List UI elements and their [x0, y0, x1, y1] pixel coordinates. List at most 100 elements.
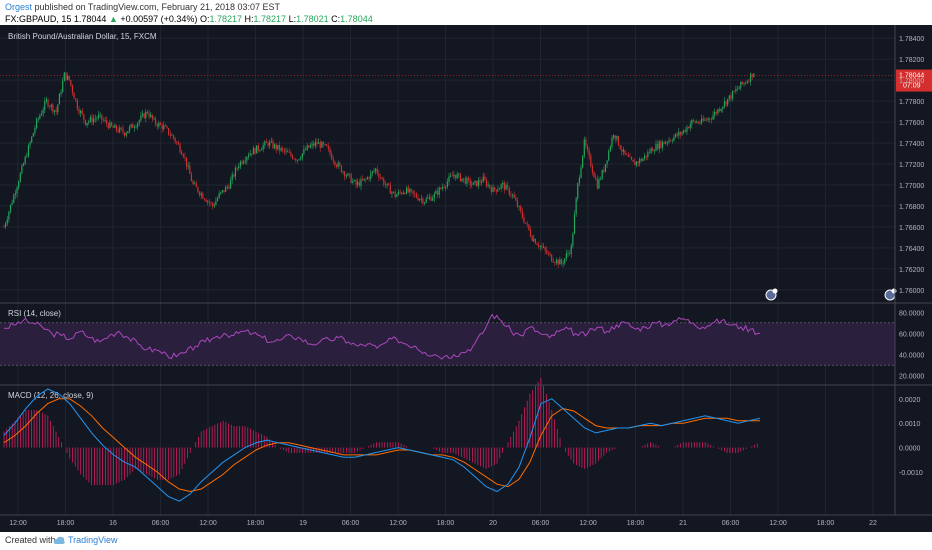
candle-body — [151, 114, 153, 119]
macd-pane[interactable]: MACD (12, 26, close, 9) — [3, 377, 761, 502]
candle-body — [221, 190, 224, 193]
candle-body — [415, 194, 417, 198]
candle-body — [352, 180, 354, 183]
candle-body — [265, 141, 268, 143]
candle-body — [640, 158, 642, 162]
candle-body — [238, 166, 240, 169]
candle-body — [3, 226, 5, 228]
candle-body — [621, 149, 623, 152]
candle-body — [84, 119, 87, 126]
candle-body — [466, 177, 468, 184]
candle-body — [154, 118, 157, 125]
price-tick-label: 1.77400 — [899, 141, 924, 148]
candle-body — [200, 193, 202, 196]
candle-body — [507, 184, 509, 188]
candle-body — [583, 139, 585, 156]
candle-body — [106, 120, 108, 124]
x-tick-label: 18:00 — [247, 520, 265, 527]
candle-body — [36, 118, 38, 128]
candle-body — [500, 184, 502, 189]
candle-body — [6, 219, 8, 224]
chart-area[interactable]: British Pound/Australian Dollar, 15, FXC… — [0, 25, 932, 535]
up-arrow-icon: ▲ — [108, 14, 118, 24]
price-pane[interactable]: British Pound/Australian Dollar, 15, FXC… — [0, 32, 932, 301]
candle-body — [63, 72, 65, 82]
candle-body — [709, 118, 711, 120]
candle-body — [239, 161, 241, 167]
candle-body — [306, 145, 308, 151]
last-price-tag-value: 1.78044 — [899, 73, 924, 80]
candle-body — [657, 143, 659, 150]
candle-body — [316, 142, 318, 144]
candle-body — [407, 187, 409, 193]
candle-body — [68, 75, 70, 81]
candle-body — [327, 146, 329, 149]
candle-body — [309, 145, 312, 148]
candle-body — [552, 261, 554, 263]
candle-body — [39, 115, 41, 119]
candle-body — [440, 187, 442, 189]
candle-body — [257, 145, 259, 151]
candle-body — [730, 95, 732, 99]
candle-body — [573, 214, 576, 234]
candle-body — [518, 206, 520, 208]
candle-body — [249, 153, 251, 156]
candle-body — [311, 143, 313, 146]
rsi-pane[interactable]: RSI (14, close) — [0, 309, 895, 366]
candle-body — [498, 188, 501, 190]
candle-body — [168, 127, 170, 135]
candle-body — [549, 253, 551, 255]
candle-body — [370, 172, 372, 179]
candle-body — [652, 148, 654, 152]
open-label: O: — [199, 14, 210, 24]
candle-body — [241, 161, 243, 164]
candle-body — [164, 125, 166, 127]
candle-body — [199, 192, 201, 196]
candle-body — [324, 144, 326, 145]
candle-body — [270, 141, 272, 143]
candle-body — [433, 193, 435, 199]
x-tick-label: 12:00 — [199, 520, 217, 527]
last-price: 1.78044 — [73, 14, 107, 24]
candle-body — [448, 176, 450, 182]
candle-body — [736, 88, 739, 90]
candle-body — [216, 198, 219, 201]
price-tick-label: 1.78000 — [899, 78, 924, 85]
candle-body — [150, 114, 152, 117]
candle-body — [560, 259, 563, 264]
candle-body — [145, 111, 147, 119]
candle-body — [458, 173, 460, 175]
x-tick-label: 12:00 — [769, 520, 787, 527]
candle-body — [179, 144, 181, 152]
candle-body — [523, 217, 525, 223]
candle-body — [422, 198, 424, 204]
candle-body — [622, 149, 624, 152]
candle-body — [542, 247, 545, 248]
candle-body — [195, 183, 197, 188]
candle-body — [283, 149, 285, 152]
candle-body — [513, 194, 515, 198]
candle-body — [572, 233, 574, 246]
candle-body — [169, 134, 171, 136]
candle-body — [355, 180, 357, 185]
candle-body — [353, 180, 356, 181]
author-link[interactable]: Orgest — [5, 2, 33, 12]
candle-body — [337, 162, 339, 167]
candle-body — [723, 101, 726, 107]
candle-body — [394, 191, 396, 197]
candle-body — [728, 95, 730, 99]
candle-body — [301, 153, 303, 159]
candle-body — [331, 153, 333, 160]
candle-body — [102, 119, 105, 121]
x-tick-label: 12:00 — [579, 520, 597, 527]
candle-body — [423, 202, 426, 204]
candle-body — [313, 143, 315, 146]
candle-body — [718, 109, 721, 112]
rsi-tick-label: 60.0000 — [899, 331, 924, 338]
chart-svg[interactable]: British Pound/Australian Dollar, 15, FXC… — [0, 25, 932, 535]
candle-body — [60, 92, 62, 95]
candle-body — [635, 161, 638, 166]
tradingview-link[interactable]: TradingView — [68, 535, 118, 545]
candle-body — [658, 141, 660, 150]
candle-body — [683, 129, 685, 133]
